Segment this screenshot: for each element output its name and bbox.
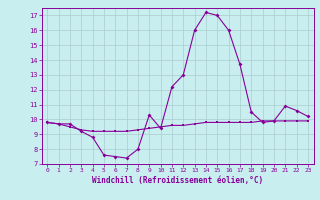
X-axis label: Windchill (Refroidissement éolien,°C): Windchill (Refroidissement éolien,°C) <box>92 176 263 185</box>
